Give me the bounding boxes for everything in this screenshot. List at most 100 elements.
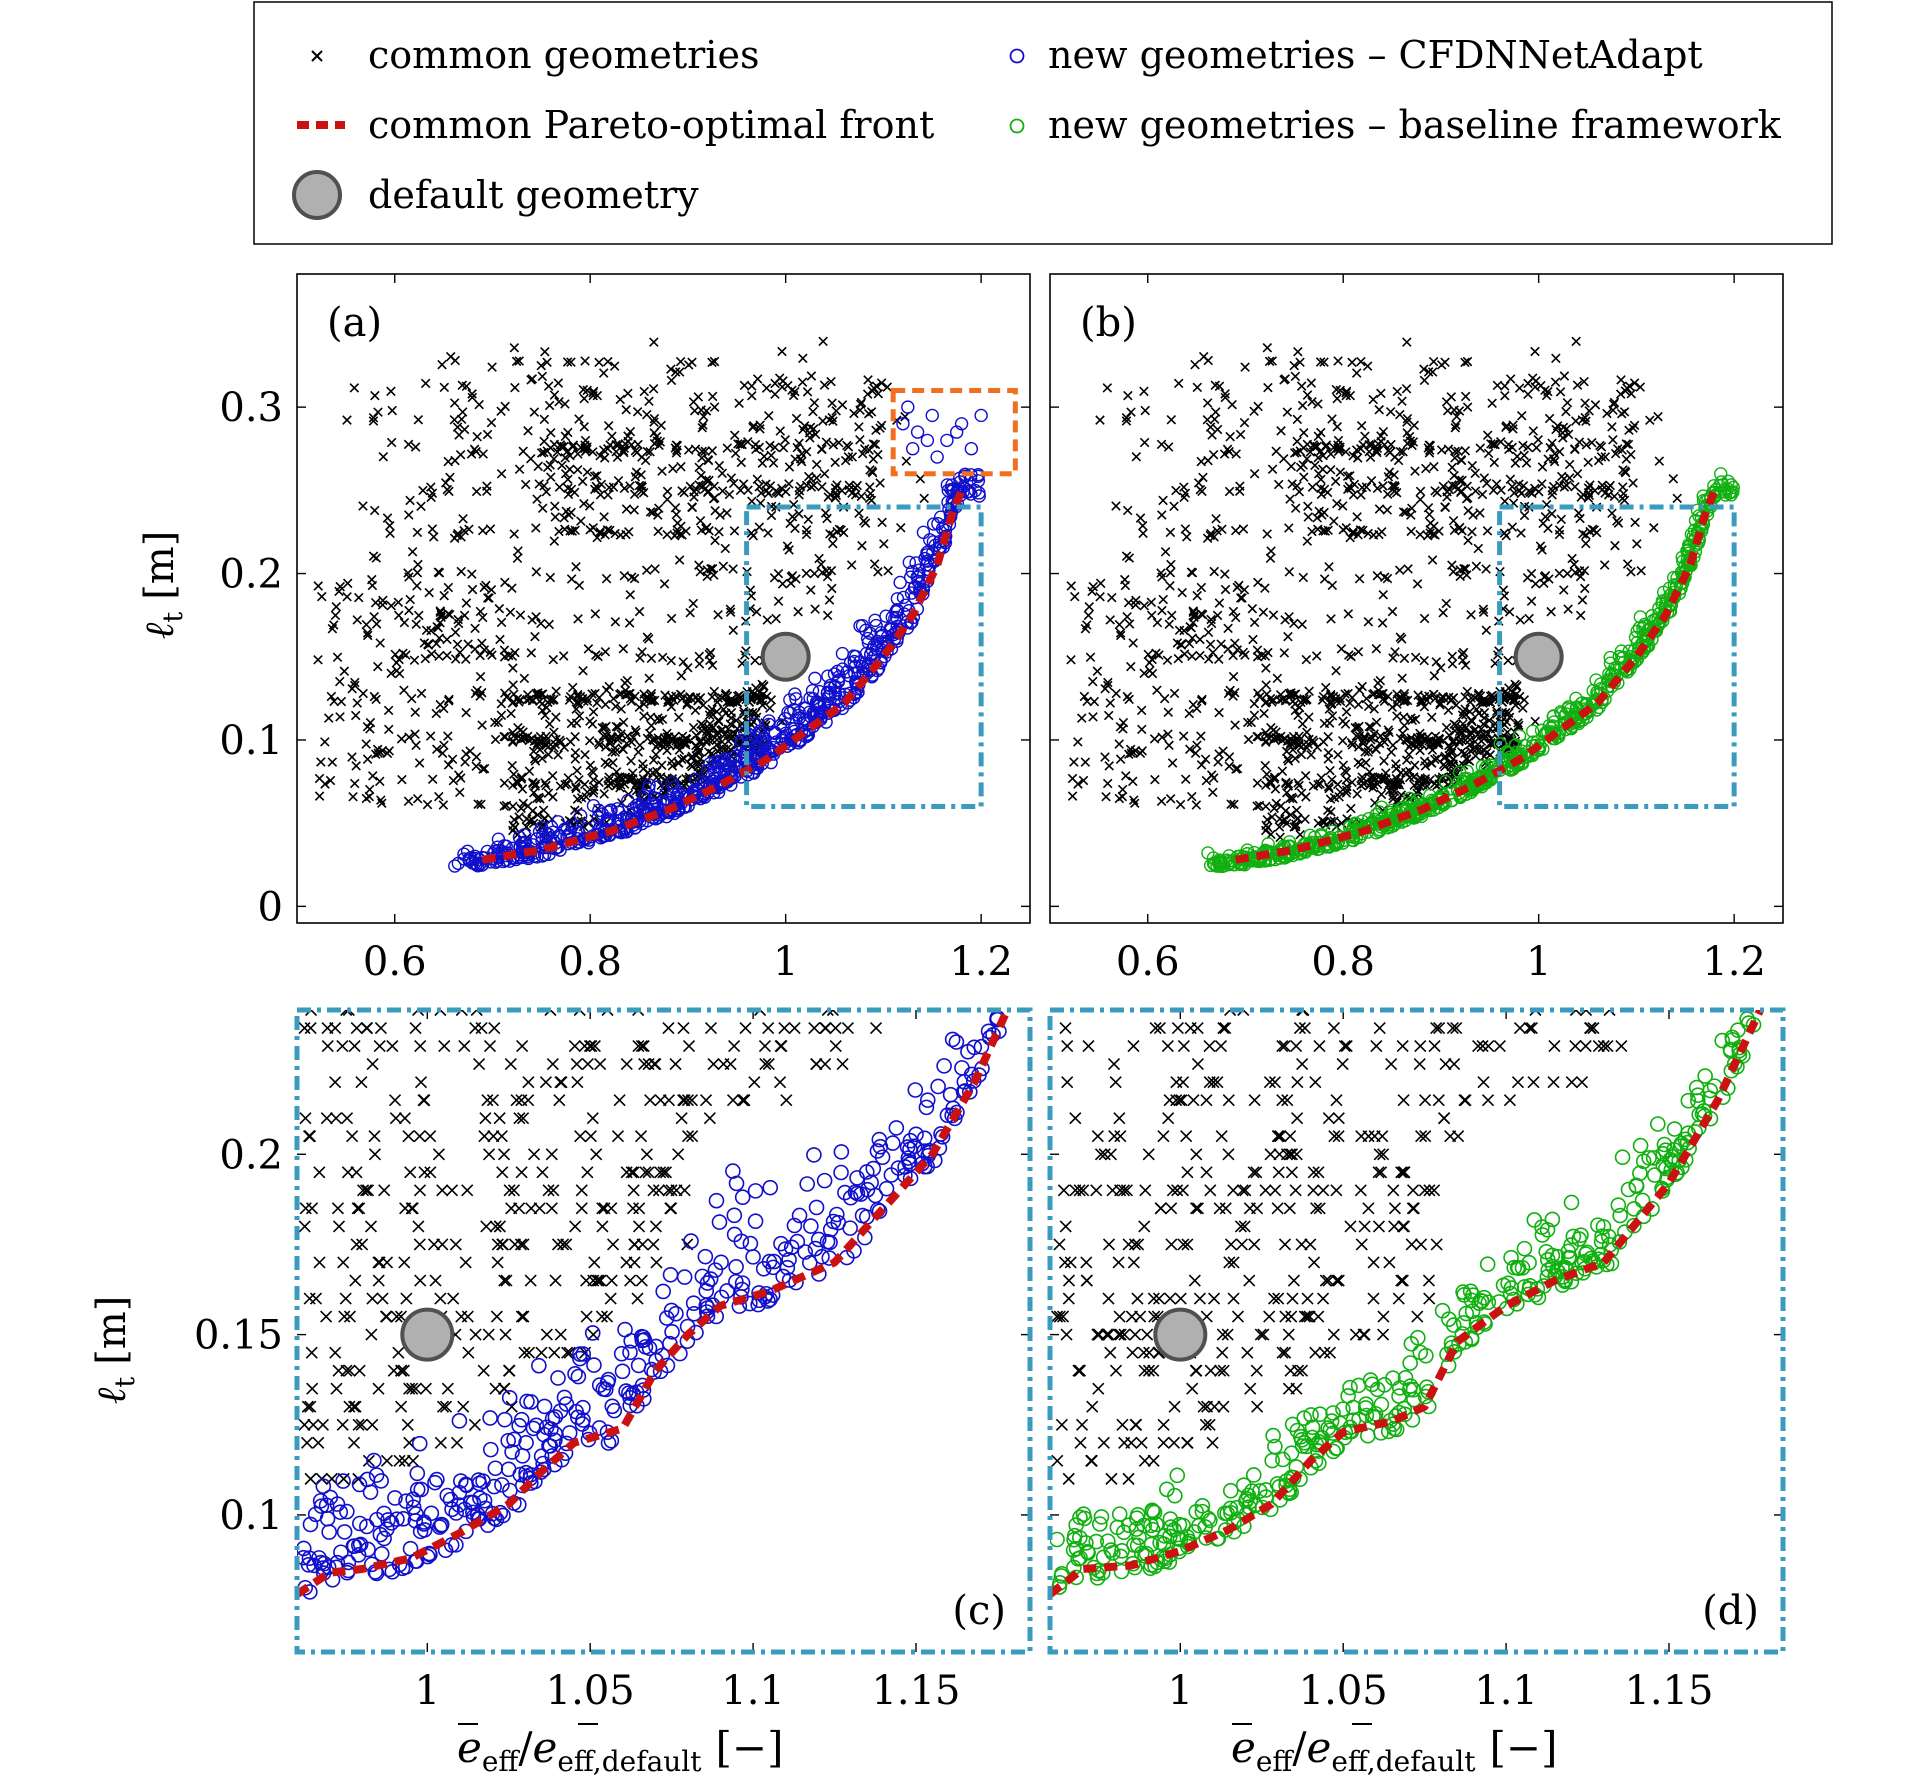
cross-mark [625,694,636,704]
cross-mark [1561,406,1571,417]
cross-mark [796,456,807,467]
cross-mark [626,696,637,707]
new-geometry-point [500,1432,516,1449]
cross-mark [1503,655,1513,666]
cross-mark [674,712,684,723]
cross-mark [1378,481,1388,491]
cross-mark [435,607,446,618]
cross-mark [368,416,379,426]
cross-mark [414,1076,428,1089]
new-geometry-point [313,1498,330,1514]
cross-mark [1260,760,1270,771]
cross-mark [1530,716,1540,727]
cross-mark [1282,754,1293,764]
cross-mark [709,686,720,697]
cross-mark [493,1220,506,1233]
cross-mark [1230,720,1240,730]
cross-mark [1363,743,1373,753]
cross-mark [678,1184,691,1197]
cross-mark [368,1148,382,1161]
new-geometry-point [747,1183,764,1199]
cross-mark [1198,351,1209,362]
cross-mark [738,1094,751,1107]
cross-mark [810,604,820,614]
cross-mark [386,600,397,611]
cross-mark [1162,655,1173,666]
new-geometry-point [1286,848,1300,863]
cross-mark [1239,417,1250,428]
new-geometry-point [567,1366,583,1382]
cross-mark [1353,646,1364,657]
cross-mark [566,357,576,367]
cross-mark [477,612,488,623]
cross-mark [329,696,339,707]
cross-mark [426,482,436,492]
cross-mark [1421,463,1431,474]
cross-mark [1346,737,1357,748]
cross-mark [438,1040,451,1053]
cross-mark [761,485,772,496]
cross-mark [1321,440,1332,450]
cross-mark [1190,359,1200,370]
new-geometry-point [408,1506,424,1522]
cross-mark [549,454,559,464]
cross-mark [1513,718,1523,728]
cross-mark [509,689,519,699]
cross-mark [647,507,658,518]
cross-mark [1111,501,1121,511]
cross-mark [1193,478,1204,488]
new-geometry-point [662,1266,679,1283]
cross-mark [876,378,887,388]
cross-mark [575,1184,588,1197]
cross-mark [1595,440,1605,451]
cross-mark [1603,490,1614,500]
cross-mark [494,603,505,614]
cross-mark [629,573,640,584]
cross-mark [518,1346,531,1359]
cross-mark [447,1292,460,1305]
cross-mark [369,505,380,516]
cross-mark [766,450,776,461]
cross-mark [824,415,835,425]
cross-mark [648,1058,661,1071]
cross-mark [717,468,727,479]
cross-mark [445,351,456,362]
cross-mark [513,1202,526,1215]
cross-mark [697,422,708,433]
common-geometries [1066,336,1682,843]
cross-mark [634,702,645,713]
cross-mark [759,1058,772,1071]
cross-mark [568,440,579,450]
new-geometry-point [683,1233,699,1249]
plot-area [313,336,988,873]
cross-mark [1095,591,1105,602]
cross-mark [1533,434,1544,445]
cross-mark [1379,696,1390,707]
cross-mark [644,396,654,406]
cross-mark [412,567,423,578]
cross-mark [1391,763,1402,774]
cross-mark [1482,526,1493,536]
new-geometry-point [1633,610,1648,624]
cross-mark [1195,650,1205,661]
cross-mark [674,367,685,377]
cross-mark [605,735,616,746]
cross-mark [533,461,543,472]
cross-mark [539,1076,552,1089]
cross-mark [574,580,585,591]
cross-mark [1228,606,1239,617]
cross-mark [873,567,883,577]
cross-mark [1528,426,1539,436]
cross-mark [1220,569,1230,579]
cross-mark [605,1274,618,1287]
cross-mark [724,1058,737,1071]
cross-mark [1395,733,1406,744]
cross-mark [603,490,613,500]
cross-mark [455,773,466,783]
cross-mark [1514,485,1525,496]
cross-mark [1226,799,1236,809]
cross-mark [1482,728,1493,739]
cross-mark [1409,772,1419,782]
cross-mark [537,689,548,699]
cross-mark [1147,668,1158,679]
